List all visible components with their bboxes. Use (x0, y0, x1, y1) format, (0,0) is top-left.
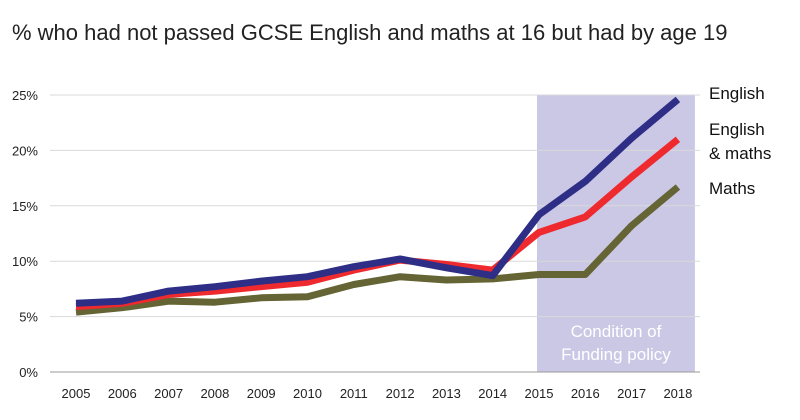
shaded-region-label: Funding policy (561, 345, 671, 364)
y-tick-label: 25% (12, 88, 38, 103)
x-tick-label: 2015 (525, 386, 554, 401)
shaded-region-label: Condition of (571, 322, 662, 341)
series-label: English (709, 84, 765, 103)
x-tick-label: 2006 (108, 386, 137, 401)
y-tick-label: 5% (19, 310, 38, 325)
x-tick-label: 2018 (663, 386, 692, 401)
x-tick-label: 2013 (432, 386, 461, 401)
series-label: Maths (709, 179, 755, 198)
x-tick-label: 2011 (340, 386, 368, 401)
y-tick-label: 10% (12, 254, 38, 269)
x-tick-label: 2005 (62, 386, 91, 401)
x-tick-label: 2009 (247, 386, 276, 401)
x-tick-label: 2016 (571, 386, 600, 401)
x-tick-label: 2007 (154, 386, 183, 401)
y-tick-label: 0% (19, 365, 38, 380)
chart-title: % who had not passed GCSE English and ma… (12, 20, 728, 45)
y-tick-label: 15% (12, 199, 38, 214)
y-tick-label: 20% (12, 143, 38, 158)
x-tick-label: 2014 (478, 386, 507, 401)
x-tick-label: 2008 (200, 386, 229, 401)
series-label: English (709, 120, 765, 139)
series-line-maths (75, 184, 681, 316)
series-line-english (75, 96, 681, 307)
x-tick-label: 2010 (293, 386, 322, 401)
x-tick-label: 2017 (617, 386, 646, 401)
series-label: & maths (709, 144, 771, 163)
x-tick-label: 2012 (386, 386, 415, 401)
policy-shaded-region (537, 95, 695, 372)
